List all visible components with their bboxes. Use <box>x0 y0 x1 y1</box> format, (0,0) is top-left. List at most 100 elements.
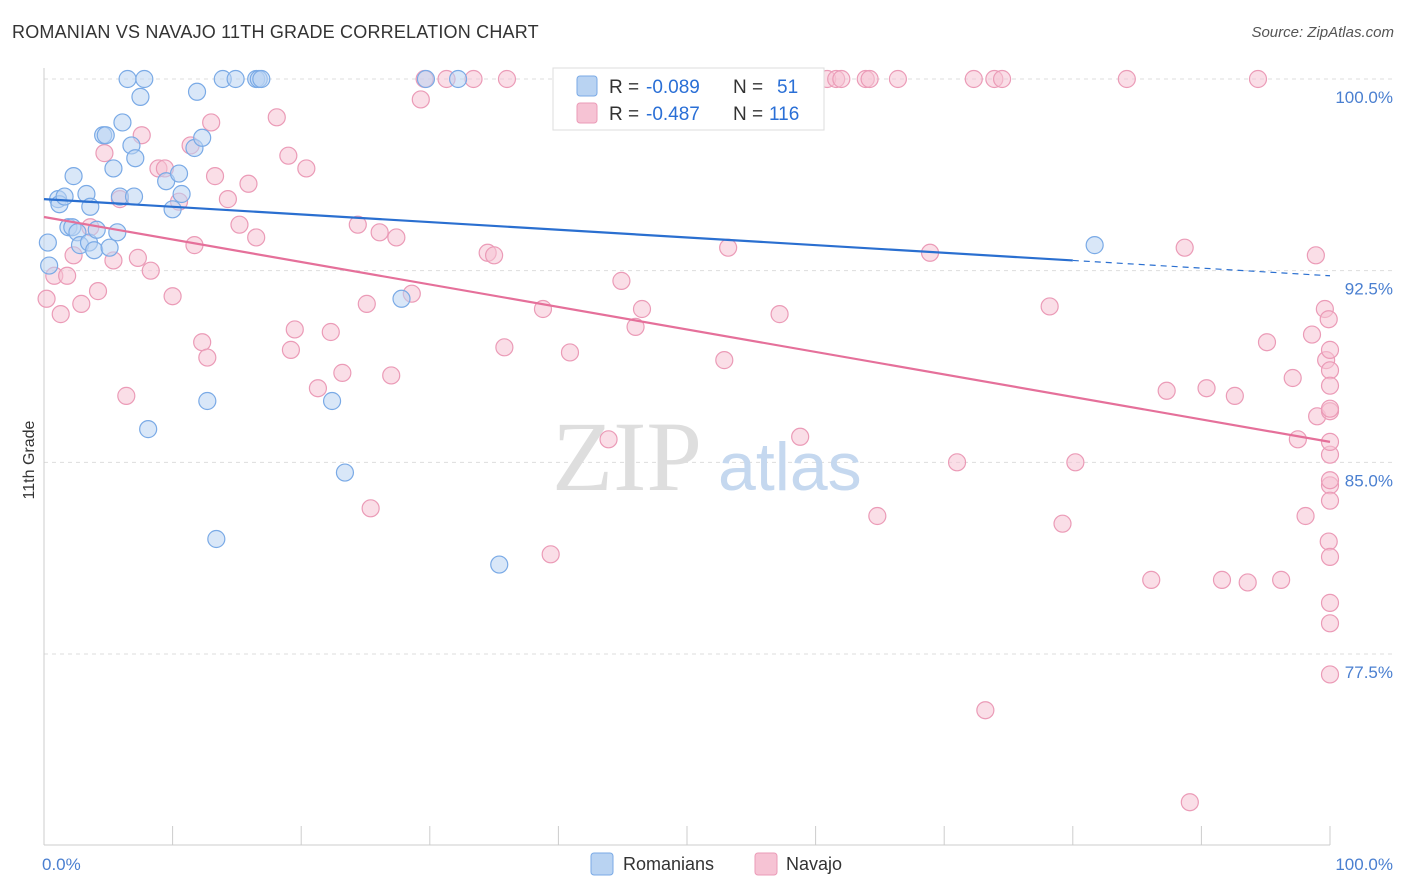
romanians-point <box>131 87 150 106</box>
navajo-point <box>497 69 517 89</box>
romanians-point <box>38 233 57 252</box>
navajo-point <box>205 167 225 186</box>
navajo-point <box>370 223 389 242</box>
navajo-point <box>1320 361 1340 380</box>
navajo-point <box>1157 381 1176 400</box>
navajo-point <box>888 69 908 89</box>
navajo-point <box>230 215 249 234</box>
navajo-point <box>128 248 147 267</box>
navajo-point <box>1320 399 1340 418</box>
navajo-point <box>1320 376 1340 395</box>
navajo-point <box>860 69 879 89</box>
navajo-point <box>333 363 352 382</box>
navajo-point <box>141 261 160 280</box>
navajo-point <box>1225 386 1244 405</box>
legend-swatch-navajo <box>576 102 598 124</box>
watermark-atlas: atlas <box>718 429 862 505</box>
navajo-point <box>541 545 560 564</box>
navajo-point <box>163 287 182 306</box>
legend-n-value-romanians: 51 <box>777 77 798 98</box>
navajo-point <box>58 266 77 285</box>
navajo-point <box>868 506 887 526</box>
navajo-point <box>1302 325 1322 344</box>
source-label: Source: ZipAtlas.com <box>1251 24 1394 41</box>
romanians-point <box>100 238 119 257</box>
navajo-point <box>218 190 237 209</box>
romanians-point <box>392 289 411 308</box>
romanians-point <box>104 159 123 178</box>
navajo-point <box>626 317 645 336</box>
romanians-point <box>163 200 182 219</box>
romanians-point <box>55 187 74 206</box>
romanians-point <box>87 220 106 239</box>
navajo-point <box>1320 593 1340 612</box>
romanians-point <box>226 69 245 89</box>
navajo-point <box>1142 570 1161 589</box>
y-tick-label: 92.5% <box>1345 280 1393 299</box>
navajo-point <box>239 174 258 193</box>
navajo-point <box>791 427 810 446</box>
series-legend: Romanians Navajo <box>590 852 842 876</box>
navajo-point <box>202 113 221 132</box>
romanians-point <box>198 391 217 411</box>
navajo-point <box>464 69 483 89</box>
romanians-point <box>322 391 342 411</box>
romanians-point <box>135 69 154 89</box>
romanians-point <box>96 126 115 145</box>
romanians-point <box>490 555 509 574</box>
navajo-point <box>832 69 851 89</box>
romanians-point <box>193 128 212 147</box>
navajo-point <box>1306 246 1325 265</box>
chart-title: ROMANIAN VS NAVAJO 11TH GRADE CORRELATIO… <box>12 22 539 42</box>
navajo-point <box>1296 506 1315 526</box>
romanians-point <box>252 69 271 89</box>
navajo-point <box>361 499 380 518</box>
romanians-point <box>416 69 436 89</box>
romanians-point <box>335 463 355 482</box>
navajo-point <box>599 430 618 449</box>
legend-r-label-romanians: R = <box>609 77 639 98</box>
romanians-point <box>126 149 145 168</box>
romanians-point <box>169 164 189 183</box>
navajo-point <box>719 238 738 257</box>
romanians-point <box>1085 236 1104 255</box>
navajo-point <box>1040 297 1059 316</box>
correlation-legend: R = -0.089 N = 51 R = -0.487 N = 116 <box>552 67 825 131</box>
navajo-point <box>198 348 217 367</box>
y-axis-label: 11th Grade <box>21 420 38 499</box>
navajo-point <box>1272 570 1291 589</box>
series-legend-label-navajo: Navajo <box>786 854 842 874</box>
navajo-point <box>1212 570 1232 589</box>
series-legend-label-romanians: Romanians <box>623 854 714 874</box>
legend-box <box>552 67 825 131</box>
navajo-point <box>1053 514 1072 533</box>
romanians-point <box>118 69 137 89</box>
navajo-point <box>1320 491 1340 510</box>
navajo-point <box>357 294 376 313</box>
navajo-point <box>560 343 580 362</box>
axes <box>43 68 1331 846</box>
navajo-point <box>267 108 286 127</box>
legend-r-label-navajo: R = <box>609 104 639 125</box>
navajo-point <box>1288 430 1307 449</box>
navajo-point <box>88 282 108 301</box>
navajo-point <box>285 320 304 339</box>
navajo-point <box>348 215 367 234</box>
navajo-point <box>411 90 430 109</box>
navajo-point <box>976 701 995 720</box>
series-legend-swatch-navajo <box>754 852 778 876</box>
navajo-point <box>947 453 967 472</box>
navajo-point <box>1175 238 1194 257</box>
navajo-point <box>387 228 406 247</box>
navajo-point <box>1248 69 1268 89</box>
navajo-point <box>1319 310 1338 329</box>
navajo-point <box>382 366 401 385</box>
navajo-point <box>770 305 789 324</box>
legend-r-value-romanians: -0.089 <box>646 77 700 98</box>
romanians-point <box>172 184 191 204</box>
y-tick-label: 100.0% <box>1335 88 1393 107</box>
navajo-point <box>297 159 316 178</box>
romanians-point <box>40 256 59 275</box>
romanians-point <box>64 167 83 186</box>
y-tick-label: 77.5% <box>1345 663 1393 682</box>
